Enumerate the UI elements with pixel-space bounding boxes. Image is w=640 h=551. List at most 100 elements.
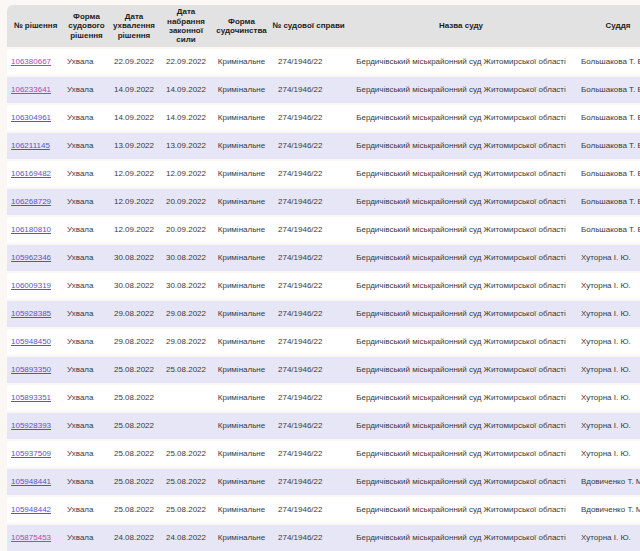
cell-date-in-force: 29.08.2022 (159, 301, 213, 327)
column-header-label: Дата набрання законної сили (167, 7, 205, 44)
cell-decision-form: Ухвала (64, 525, 109, 551)
decision-number-link[interactable]: 106304961 (11, 113, 51, 122)
cell-decision-form: Ухвала (64, 161, 109, 187)
cell-proceeding-form: Кримінальне (213, 77, 270, 103)
decision-number-link[interactable]: 106180810 (11, 225, 51, 234)
cell-proceeding-form: Кримінальне (213, 469, 270, 495)
cell-proceeding-form: Кримінальне (213, 217, 270, 243)
cell-case-number: 274/1946/22 (270, 385, 347, 411)
decision-number-link[interactable]: 105962346 (11, 253, 51, 262)
cell-date-in-force: 13.09.2022 (159, 133, 213, 159)
cell-case-number: 274/1946/22 (270, 217, 347, 243)
cell-decision-form: Ухвала (64, 385, 109, 411)
cell-date-in-force: 25.08.2022 (159, 497, 213, 523)
decision-number-link[interactable]: 106211145 (11, 141, 50, 150)
column-header-label: Форма судового рішення (68, 12, 104, 40)
cell-judge: Вдовиченко Т. М. (575, 469, 640, 495)
decisions-table-page: № рішенняФорма судового рішення Дата ухва… (0, 0, 640, 551)
cell-judge: Хуторна І. Ю. (575, 273, 640, 299)
cell-case-number: 274/1946/22 (270, 49, 347, 75)
cell-date-adopted: 14.09.2022 (109, 77, 159, 103)
column-header-label: № судової справи (272, 21, 344, 30)
table-row: 105948442 Ухвала 25.08.2022 25.08.2022 К… (7, 497, 640, 523)
decision-number-link[interactable]: 105875453 (11, 533, 51, 542)
table-row: 106169482 Ухвала 12.09.2022 12.09.2022 К… (7, 161, 640, 187)
cell-proceeding-form: Кримінальне (213, 357, 270, 383)
decision-number-link[interactable]: 106009319 (11, 281, 51, 290)
cell-case-number: 274/1946/22 (270, 329, 347, 355)
cell-proceeding-form: Кримінальне (213, 245, 270, 271)
cell-court-name: Бердичівський міськрайонний суд Житомирс… (347, 357, 575, 383)
cell-judge: Хуторна І. Ю. (575, 413, 640, 439)
cell-decision-form: Ухвала (64, 77, 109, 103)
table-row: 105875453 Ухвала 24.08.2022 24.08.2022 К… (7, 525, 640, 551)
cell-court-name: Бердичівський міськрайонний суд Житомирс… (347, 329, 575, 355)
cell-case-number: 274/1946/22 (270, 133, 347, 159)
column-header-label: Суддя (606, 21, 631, 30)
cell-proceeding-form: Кримінальне (213, 105, 270, 131)
cell-judge: Большакова Т. Б. (575, 161, 640, 187)
decision-number-link[interactable]: 105948441 (11, 477, 51, 486)
cell-date-in-force: 14.09.2022 (159, 77, 213, 103)
decision-number-link[interactable]: 105928393 (11, 421, 51, 430)
cell-date-adopted: 25.08.2022 (109, 469, 159, 495)
decision-number-link[interactable]: 106233641 (11, 85, 51, 94)
cell-court-name: Бердичівський міськрайонний суд Житомирс… (347, 245, 575, 271)
cell-proceeding-form: Кримінальне (213, 133, 270, 159)
cell-date-adopted: 22.09.2022 (109, 49, 159, 75)
court-decisions-table: № рішенняФорма судового рішення Дата ухва… (7, 3, 640, 551)
cell-date-adopted: 12.09.2022 (109, 189, 159, 215)
table-row: 106180810 Ухвала 12.09.2022 20.09.2022 К… (7, 217, 640, 243)
cell-proceeding-form: Кримінальне (213, 273, 270, 299)
cell-judge: Хуторна І. Ю. (575, 245, 640, 271)
cell-date-in-force: 25.08.2022 (159, 469, 213, 495)
column-header-proceeding: Форма судочинства (213, 5, 270, 47)
table-row: 105948450 Ухвала 29.08.2022 29.08.2022 К… (7, 329, 640, 355)
cell-judge: Хуторна І. Ю. (575, 329, 640, 355)
cell-decision-form: Ухвала (64, 469, 109, 495)
cell-case-number: 274/1946/22 (270, 189, 347, 215)
column-header-label: Форма судочинства (216, 17, 267, 35)
table-row: 106380667 Ухвала 22.09.2022 22.09.2022 К… (7, 49, 640, 75)
column-header-date_force: Дата набрання законної сили (159, 5, 213, 47)
cell-date-adopted: 12.09.2022 (109, 161, 159, 187)
column-header-label: Назва суду (439, 21, 483, 30)
decision-number-link[interactable]: 105948450 (11, 337, 51, 346)
cell-decision-form: Ухвала (64, 329, 109, 355)
cell-proceeding-form: Кримінальне (213, 301, 270, 327)
cell-date-adopted: 25.08.2022 (109, 357, 159, 383)
decision-number-link[interactable]: 105928385 (11, 309, 51, 318)
decision-number-link[interactable]: 105893350 (11, 365, 51, 374)
cell-court-name: Бердичівський міськрайонний суд Житомирс… (347, 161, 575, 187)
cell-date-adopted: 25.08.2022 (109, 441, 159, 467)
cell-date-adopted: 30.08.2022 (109, 273, 159, 299)
decision-number-link[interactable]: 106268729 (11, 197, 51, 206)
decision-number-link[interactable]: 106380667 (11, 57, 51, 66)
decision-number-link[interactable]: 105893351 (11, 393, 51, 402)
cell-court-name: Бердичівський міськрайонний суд Житомирс… (347, 49, 575, 75)
table-row: 105928385 Ухвала 29.08.2022 29.08.2022 К… (7, 301, 640, 327)
cell-proceeding-form: Кримінальне (213, 497, 270, 523)
table-row: 106268729 Ухвала 12.09.2022 20.09.2022 К… (7, 189, 640, 215)
column-header-id: № рішення (7, 5, 64, 47)
cell-date-in-force: 29.08.2022 (159, 329, 213, 355)
decision-number-link[interactable]: 105937509 (11, 449, 51, 458)
decision-number-link[interactable]: 105948442 (11, 505, 51, 514)
decision-number-link[interactable]: 106169482 (11, 169, 51, 178)
table-row: 105962346 Ухвала 30.08.2022 30.08.2022 К… (7, 245, 640, 271)
cell-date-adopted: 29.08.2022 (109, 329, 159, 355)
cell-proceeding-form: Кримінальне (213, 189, 270, 215)
cell-judge: Хуторна І. Ю. (575, 357, 640, 383)
cell-proceeding-form: Кримінальне (213, 413, 270, 439)
cell-case-number: 274/1946/22 (270, 357, 347, 383)
cell-court-name: Бердичівський міськрайонний суд Житомирс… (347, 413, 575, 439)
cell-decision-form: Ухвала (64, 301, 109, 327)
cell-decision-form: Ухвала (64, 49, 109, 75)
cell-date-in-force: 25.08.2022 (159, 357, 213, 383)
cell-decision-form: Ухвала (64, 273, 109, 299)
cell-date-adopted: 25.08.2022 (109, 385, 159, 411)
cell-date-in-force: 22.09.2022 (159, 49, 213, 75)
cell-case-number: 274/1946/22 (270, 105, 347, 131)
table-row: 106009319 Ухвала 30.08.2022 30.08.2022 К… (7, 273, 640, 299)
column-header-label: Дата ухвалення рішення (113, 12, 155, 40)
